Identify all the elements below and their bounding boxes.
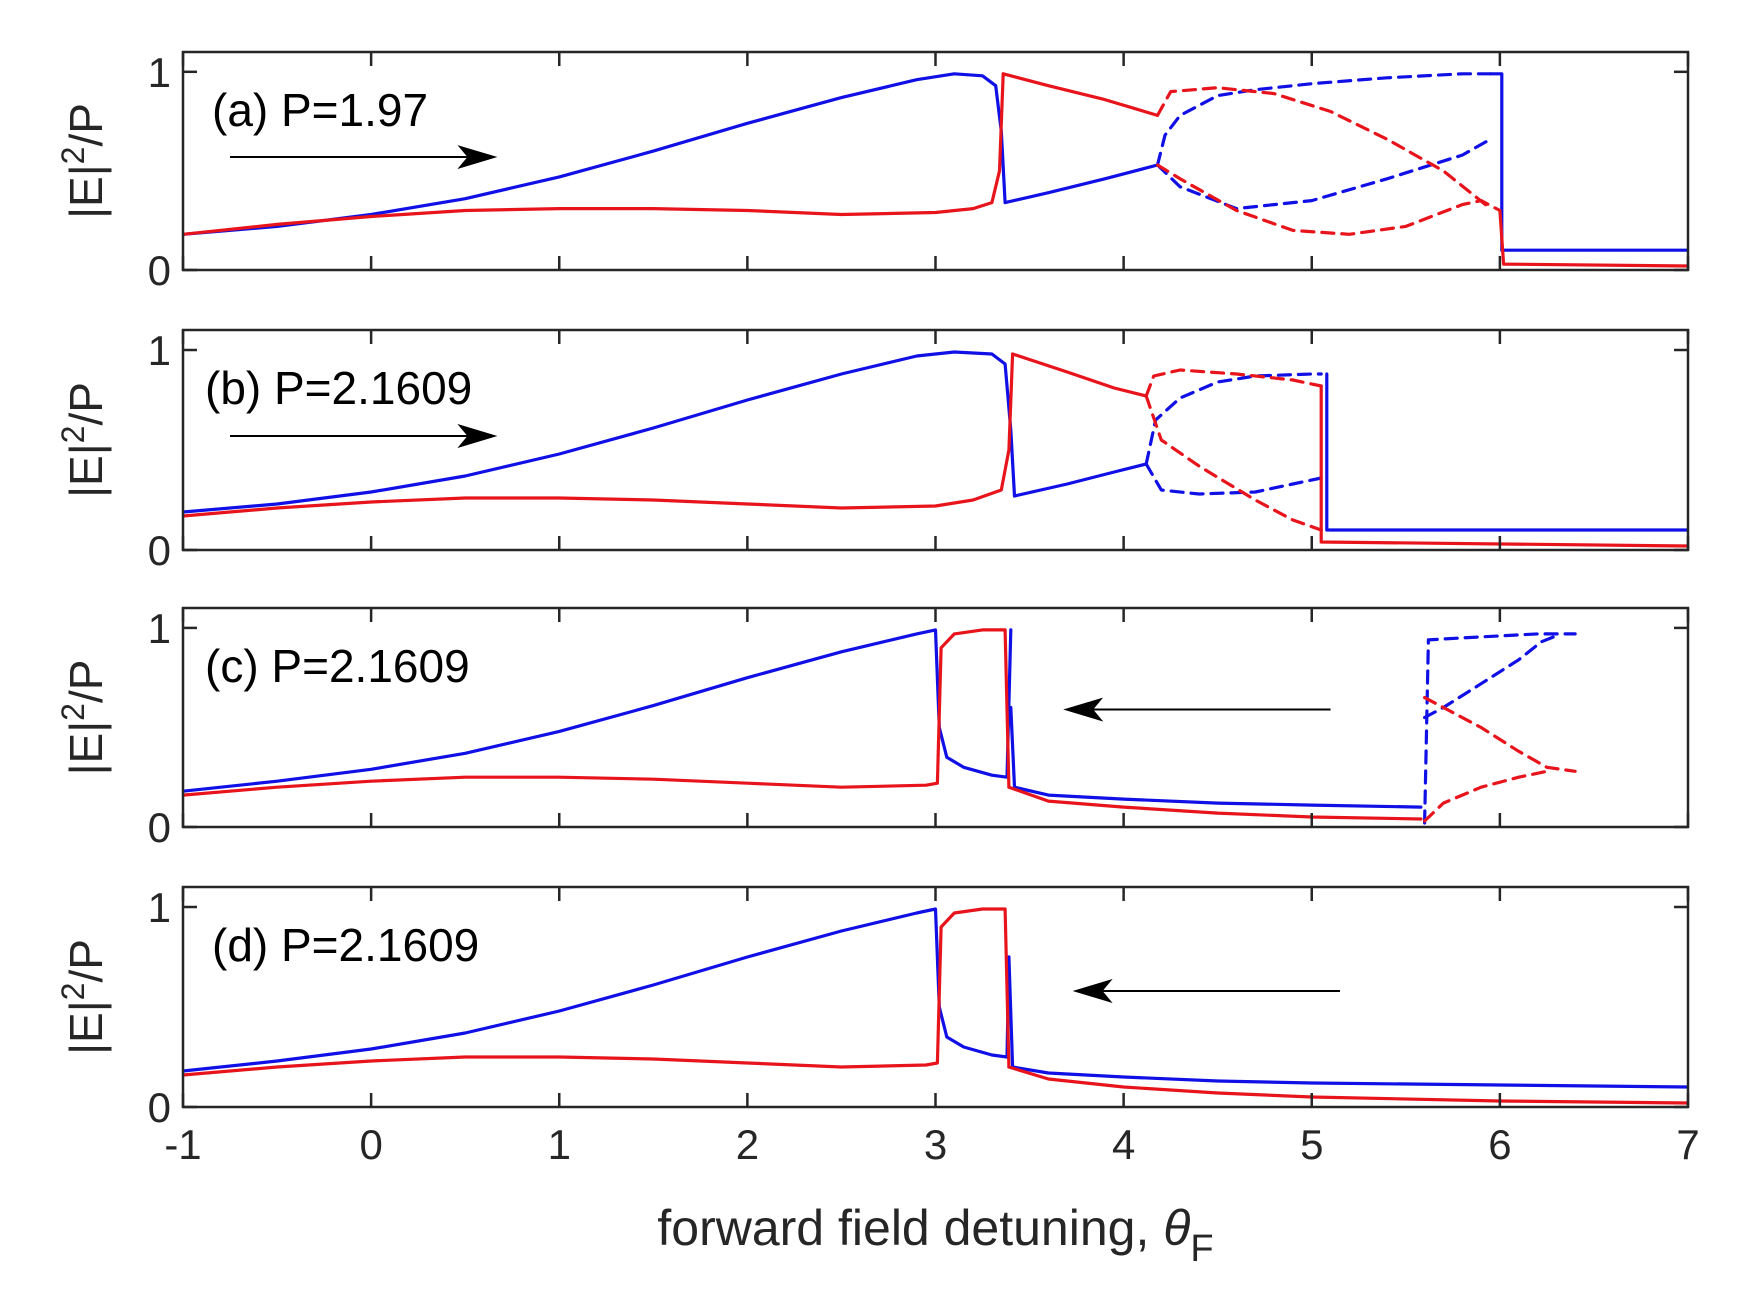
ylabel-c: |E|2/P [55, 660, 112, 776]
series-a-blue-step [1488, 72, 1688, 252]
ylabel-tail-c: /P [60, 660, 112, 703]
x-axis-labels: -1 0 1 2 3 4 5 6 7 forward field detuning, θF [164, 1121, 1699, 1270]
series-a-blue-dash [1155, 72, 1493, 167]
panel-b: 0 1 |E|2/P (b) P=2.1609 [55, 327, 1690, 574]
xtick-label-3: 2 [736, 1121, 759, 1168]
series-b-red-solid-1 [183, 352, 1015, 518]
xlabel: forward field detuning, θF [657, 1200, 1213, 1270]
panel-label-b: (b) P=2.1609 [205, 362, 472, 414]
ylabel-d: |E|2/P [55, 939, 112, 1055]
ytick-label-b-1: 1 [148, 327, 171, 374]
series-b-red-solid-2 [1011, 352, 1148, 398]
xtick-label-7: 6 [1488, 1121, 1511, 1168]
panel-c: 0 1 |E|2/P (c) P=2.1609 [55, 605, 1690, 851]
ylabel-sup-a: 2 [55, 147, 91, 165]
series-b-red-step [1319, 384, 1688, 548]
series-group-b [183, 350, 1688, 548]
series-a-red-dash [1155, 86, 1493, 211]
series-group-a [183, 72, 1688, 268]
series-d-red-solid-1 [183, 907, 1011, 1077]
series-c-blue-solid-2 [1009, 705, 1423, 809]
ytick-label-d-1: 1 [148, 884, 171, 931]
series-a-blue-dash-lower [1155, 137, 1493, 211]
series-a-blue-solid-2 [1003, 163, 1160, 205]
ylabel-main-c: |E| [60, 721, 112, 776]
panel-label-a: (a) P=1.97 [212, 84, 428, 136]
series-b-blue-solid-2 [1012, 462, 1148, 498]
series-b-blue-dash-up [1144, 372, 1323, 466]
series-c-blue-dash-low [1423, 634, 1558, 720]
series-a-red-dash-lower [1155, 163, 1502, 236]
xtick-label-1: 0 [359, 1121, 382, 1168]
ytick-label-a-0: 0 [148, 247, 171, 294]
xtick-label-4: 3 [924, 1121, 947, 1168]
series-b-blue-step [1325, 372, 1688, 532]
series-b-red-dash-up [1144, 368, 1323, 398]
xtick-label-2: 1 [548, 1121, 571, 1168]
xlabel-symbol: θ [1163, 1200, 1190, 1256]
series-group-c [183, 628, 1577, 825]
series-c-red-dash-up [1423, 696, 1577, 773]
series-a-red-solid-2 [1001, 72, 1160, 117]
ytick-label-b-0: 0 [148, 527, 171, 574]
ylabel-tail-d: /P [60, 939, 112, 982]
series-a-red-step [1498, 208, 1688, 268]
series-c-red-solid-1 [183, 628, 1011, 797]
ylabel-a: |E|2/P [55, 103, 112, 219]
series-c-red-solid-2 [1007, 785, 1423, 821]
xtick-label-6: 5 [1300, 1121, 1323, 1168]
xtick-label-8: 7 [1676, 1121, 1699, 1168]
panel-label-c: (c) P=2.1609 [205, 640, 470, 692]
series-c-red-dash-low [1423, 769, 1549, 823]
series-b-blue-solid-1 [183, 350, 1017, 514]
ylabel-main-d: |E| [60, 1000, 112, 1055]
ytick-label-c-1: 1 [148, 605, 171, 652]
series-a-red-solid-1 [183, 72, 1005, 236]
series-d-blue-solid-1 [183, 907, 1011, 1073]
series-a-blue-solid-1 [183, 72, 1007, 236]
panel-d: 0 1 |E|2/P (d) P=2.1609 [55, 884, 1690, 1131]
xtick-label-5: 4 [1112, 1121, 1135, 1168]
ylabel-tail-b: /P [60, 382, 112, 425]
ylabel-main-a: |E| [60, 164, 112, 219]
xtick-label-0: -1 [164, 1121, 201, 1168]
xlabel-text: forward field detuning, [657, 1200, 1163, 1256]
ylabel-sup-b: 2 [55, 426, 91, 444]
ylabel-tail-a: /P [60, 103, 112, 146]
series-c-blue-solid-1 [183, 628, 1013, 793]
panel-a: 0 1 |E|2/P (a) P=1.97 [55, 49, 1690, 294]
series-b-blue-dash-low [1144, 462, 1323, 496]
ytick-label-a-1: 1 [148, 49, 171, 96]
series-d-blue-solid-2 [1007, 955, 1688, 1089]
series-b-red-dash-low [1144, 394, 1323, 532]
panel-label-d: (d) P=2.1609 [212, 919, 479, 971]
ytick-label-d-0: 0 [148, 1084, 171, 1131]
ylabel-b: |E|2/P [55, 382, 112, 498]
ylabel-sup-c: 2 [55, 703, 91, 721]
xlabel-subscript: F [1190, 1228, 1213, 1270]
ylabel-sup-d: 2 [55, 983, 91, 1001]
ytick-label-c-0: 0 [148, 804, 171, 851]
series-c-blue-dash-up [1423, 632, 1577, 825]
ylabel-main-b: |E| [60, 443, 112, 498]
